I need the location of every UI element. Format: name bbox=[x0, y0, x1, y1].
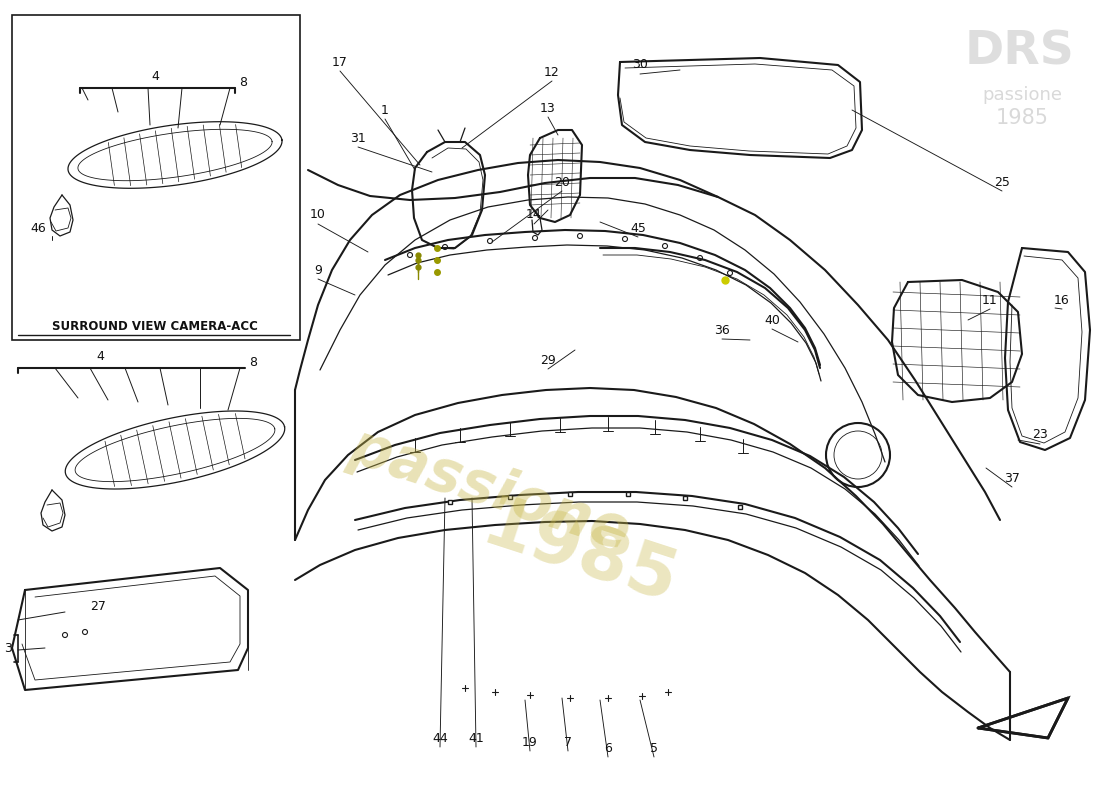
Text: 7: 7 bbox=[564, 735, 572, 749]
Text: 8: 8 bbox=[239, 77, 248, 90]
Bar bbox=[12, 15, 300, 340]
Text: passione: passione bbox=[342, 418, 638, 562]
Text: 3: 3 bbox=[4, 642, 12, 654]
Polygon shape bbox=[978, 698, 1068, 738]
Text: 19: 19 bbox=[522, 735, 538, 749]
Text: 10: 10 bbox=[310, 209, 326, 222]
Text: 4: 4 bbox=[151, 70, 158, 82]
Text: 30: 30 bbox=[632, 58, 648, 71]
Text: 14: 14 bbox=[526, 209, 542, 222]
Text: 1985: 1985 bbox=[474, 491, 686, 619]
Text: 11: 11 bbox=[982, 294, 998, 306]
Text: 12: 12 bbox=[544, 66, 560, 78]
Text: 1: 1 bbox=[381, 103, 389, 117]
Text: 13: 13 bbox=[540, 102, 556, 114]
Text: 4: 4 bbox=[96, 350, 103, 362]
Text: 1985: 1985 bbox=[996, 108, 1048, 128]
Text: 44: 44 bbox=[432, 731, 448, 745]
Text: 9: 9 bbox=[315, 263, 322, 277]
Text: 23: 23 bbox=[1032, 429, 1048, 442]
Text: DRS: DRS bbox=[965, 30, 1075, 74]
Text: 20: 20 bbox=[554, 175, 570, 189]
Text: passione: passione bbox=[982, 86, 1062, 104]
Text: 25: 25 bbox=[994, 175, 1010, 189]
Text: 31: 31 bbox=[350, 131, 366, 145]
Text: 17: 17 bbox=[332, 55, 348, 69]
Text: SURROUND VIEW CAMERA-ACC: SURROUND VIEW CAMERA-ACC bbox=[52, 321, 257, 334]
Text: 41: 41 bbox=[469, 731, 484, 745]
Text: 29: 29 bbox=[540, 354, 556, 366]
Text: 16: 16 bbox=[1054, 294, 1070, 306]
Text: 5: 5 bbox=[650, 742, 658, 754]
Text: 46: 46 bbox=[30, 222, 46, 234]
Text: 27: 27 bbox=[90, 599, 106, 613]
Text: 45: 45 bbox=[630, 222, 646, 234]
Text: 37: 37 bbox=[1004, 471, 1020, 485]
Text: 6: 6 bbox=[604, 742, 612, 754]
Text: 8: 8 bbox=[249, 357, 257, 370]
Text: 36: 36 bbox=[714, 323, 730, 337]
Text: 40: 40 bbox=[764, 314, 780, 326]
